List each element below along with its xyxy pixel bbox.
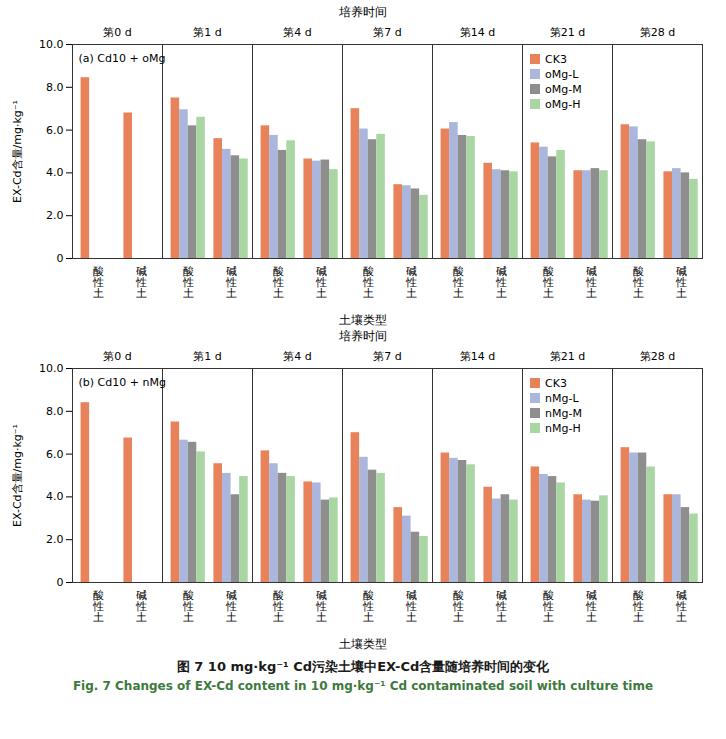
svg-text:第7 d: 第7 d — [373, 26, 401, 39]
html-text:CK3: CK3 — [545, 53, 567, 66]
svg-text:10.0: 10.0 — [39, 38, 64, 51]
html-text:Fig. 7 Changes of EX-Cd conten: Fig. 7 Changes of EX-Cd content in 10 mg… — [72, 679, 654, 693]
html-text:土壤类型: 土壤类型 — [339, 637, 387, 651]
svg-text:碱性土: 碱性土 — [135, 265, 147, 300]
svg-text:酸性土: 酸性土 — [362, 265, 374, 300]
svg-text:EX-Cd含量/mg·kg⁻¹: EX-Cd含量/mg·kg⁻¹ — [11, 424, 24, 527]
svg-text:碱性土: 碱性土 — [495, 265, 507, 300]
html-text:oMg-M: oMg-M — [545, 83, 582, 96]
svg-text:第14 d: 第14 d — [460, 26, 495, 39]
svg-text:碱性土: 碱性土 — [225, 265, 237, 300]
svg-text:酸性土: 酸性土 — [92, 265, 104, 300]
html-text:培养时间: 培养时间 — [339, 329, 387, 343]
svg-text:碱性土: 碱性土 — [585, 589, 597, 624]
svg-text:酸性土: 酸性土 — [632, 265, 644, 300]
svg-text:(a) Cd10 + oMg: (a) Cd10 + oMg — [79, 52, 166, 65]
svg-text:碱性土: 碱性土 — [585, 265, 597, 300]
html-text:图 7 10 mg·kg⁻¹ Cd污染土壤中EX-Cd含量随: 图 7 10 mg·kg⁻¹ Cd污染土壤中EX-Cd含量随培养时间的变化 — [176, 659, 550, 674]
svg-text:第7 d: 第7 d — [373, 350, 401, 363]
svg-text:0: 0 — [57, 252, 64, 265]
svg-text:碱性土: 碱性土 — [675, 589, 687, 624]
html-text:nMg-M: nMg-M — [545, 407, 582, 420]
svg-text:碱性土: 碱性土 — [405, 265, 417, 300]
svg-text:2.0: 2.0 — [46, 533, 64, 546]
svg-text:酸性土: 酸性土 — [452, 265, 464, 300]
html-text:CK3: CK3 — [545, 377, 567, 390]
svg-text:碱性土: 碱性土 — [495, 589, 507, 624]
svg-text:EX-Cd含量/mg·kg⁻¹: EX-Cd含量/mg·kg⁻¹ — [11, 100, 24, 203]
svg-text:0: 0 — [57, 576, 64, 589]
svg-text:酸性土: 酸性土 — [362, 589, 374, 624]
svg-text:碱性土: 碱性土 — [315, 589, 327, 624]
svg-text:碱性土: 碱性土 — [675, 265, 687, 300]
svg-text:2.0: 2.0 — [46, 209, 64, 222]
svg-text:第0 d: 第0 d — [103, 350, 131, 363]
svg-text:(b) Cd10 + nMg: (b) Cd10 + nMg — [79, 376, 166, 389]
svg-text:6.0: 6.0 — [46, 448, 64, 461]
svg-text:碱性土: 碱性土 — [405, 589, 417, 624]
html-text:oMg-L: oMg-L — [545, 68, 579, 81]
svg-text:第28 d: 第28 d — [640, 26, 675, 39]
svg-text:酸性土: 酸性土 — [182, 265, 194, 300]
svg-text:第1 d: 第1 d — [193, 26, 221, 39]
svg-text:酸性土: 酸性土 — [272, 589, 284, 624]
svg-text:第21 d: 第21 d — [550, 350, 585, 363]
svg-text:酸性土: 酸性土 — [542, 589, 554, 624]
svg-text:碱性土: 碱性土 — [225, 589, 237, 624]
svg-text:第1 d: 第1 d — [193, 350, 221, 363]
svg-text:8.0: 8.0 — [46, 81, 64, 94]
html-text:土壤类型: 土壤类型 — [339, 313, 387, 327]
svg-text:第4 d: 第4 d — [283, 26, 311, 39]
svg-text:酸性土: 酸性土 — [542, 265, 554, 300]
svg-text:第14 d: 第14 d — [460, 350, 495, 363]
svg-text:碱性土: 碱性土 — [315, 265, 327, 300]
html-text:培养时间: 培养时间 — [339, 5, 387, 19]
svg-text:酸性土: 酸性土 — [632, 589, 644, 624]
html-text:nMg-H: nMg-H — [545, 422, 581, 435]
svg-text:8.0: 8.0 — [46, 405, 64, 418]
svg-text:碱性土: 碱性土 — [135, 589, 147, 624]
svg-text:10.0: 10.0 — [39, 362, 64, 375]
svg-text:第0 d: 第0 d — [103, 26, 131, 39]
html-text:oMg-H: oMg-H — [545, 98, 581, 111]
svg-text:酸性土: 酸性土 — [92, 589, 104, 624]
svg-text:4.0: 4.0 — [46, 490, 64, 503]
svg-text:6.0: 6.0 — [46, 124, 64, 137]
svg-text:第28 d: 第28 d — [640, 350, 675, 363]
svg-text:酸性土: 酸性土 — [452, 589, 464, 624]
svg-text:第4 d: 第4 d — [283, 350, 311, 363]
svg-text:第21 d: 第21 d — [550, 26, 585, 39]
html-text:nMg-L: nMg-L — [545, 392, 579, 405]
svg-text:酸性土: 酸性土 — [272, 265, 284, 300]
svg-text:酸性土: 酸性土 — [182, 589, 194, 624]
svg-text:4.0: 4.0 — [46, 166, 64, 179]
